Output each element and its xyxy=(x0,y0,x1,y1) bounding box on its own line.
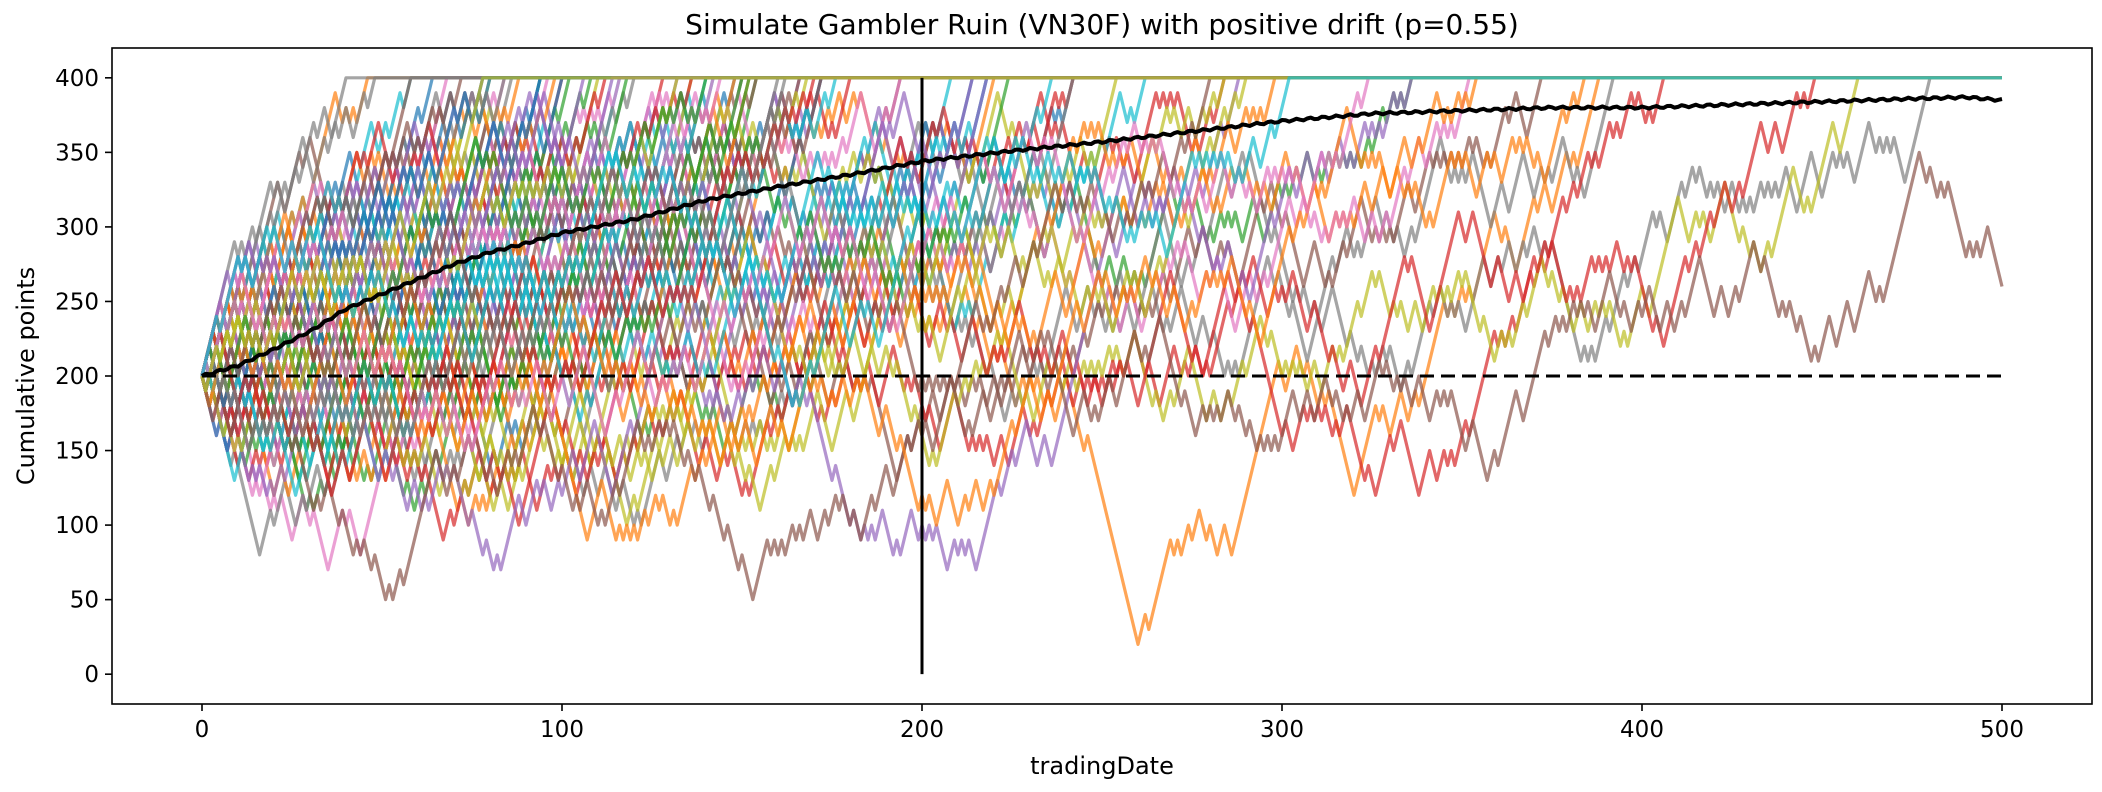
simulated-paths xyxy=(200,76,2004,646)
simulated-path xyxy=(200,76,2002,393)
x-tick-label: 400 xyxy=(1620,717,1664,743)
x-axis-label: tradingDate xyxy=(1030,752,1174,780)
y-axis-label: Cumulative points xyxy=(12,267,40,485)
y-tick-label: 50 xyxy=(70,588,99,614)
chart-title: Simulate Gambler Ruin (VN30F) with posit… xyxy=(685,8,1519,41)
reference-lines xyxy=(202,77,2002,675)
x-axis-ticks: 0 100 200 300 400 500 xyxy=(195,704,2024,743)
x-tick-label: 100 xyxy=(540,717,584,743)
y-tick-label: 250 xyxy=(55,289,99,315)
mean-path xyxy=(200,94,2003,378)
y-axis-ticks: 0 50 100 150 200 250 300 350 400 xyxy=(55,66,112,688)
y-tick-label: 300 xyxy=(55,215,99,241)
y-tick-label: 200 xyxy=(55,364,99,390)
y-tick-label: 0 xyxy=(84,662,99,688)
y-tick-label: 400 xyxy=(55,66,99,92)
y-tick-label: 100 xyxy=(55,513,99,539)
x-tick-label: 200 xyxy=(900,717,944,743)
simulated-path xyxy=(200,76,2002,527)
simulated-path xyxy=(200,76,2002,408)
y-tick-label: 350 xyxy=(55,140,99,166)
x-tick-label: 0 xyxy=(195,717,210,743)
x-tick-label: 500 xyxy=(1980,717,2024,743)
mean-path-line xyxy=(200,94,2003,378)
y-tick-label: 150 xyxy=(55,439,99,465)
simulated-path xyxy=(200,150,2004,602)
x-tick-label: 300 xyxy=(1260,717,1304,743)
